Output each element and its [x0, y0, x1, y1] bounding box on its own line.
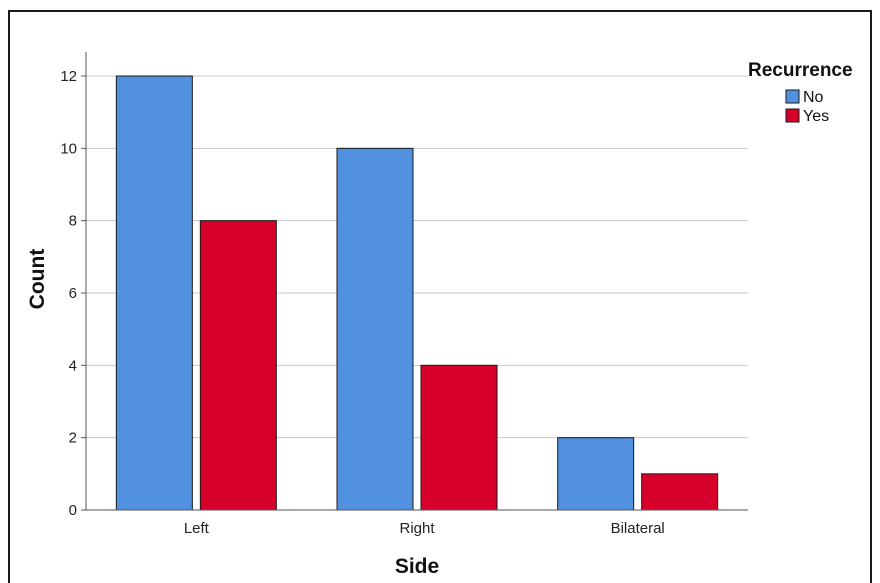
bar-right-no [336, 147, 414, 511]
legend: Recurrence No Yes [748, 60, 853, 125]
x-tick-label: Bilateral [611, 520, 665, 537]
legend-swatch [785, 89, 800, 104]
bar-bilateral-no [557, 437, 635, 511]
bar-left-yes [199, 220, 277, 511]
y-tick-label: 12 [60, 68, 77, 85]
legend-title: Recurrence [748, 60, 853, 81]
y-tick-labels: 0 2 4 6 8 10 12 [60, 68, 86, 519]
y-tick-label: 6 [69, 285, 77, 302]
x-tick-label: Right [399, 520, 435, 537]
y-tick-label: 8 [69, 213, 77, 230]
y-tick-label: 4 [69, 357, 77, 374]
y-axis-title: Count [26, 249, 49, 310]
gridlines [86, 75, 748, 439]
x-axis-title: Side [395, 555, 439, 578]
x-tick-labels: Left Right Bilateral [184, 520, 665, 537]
bar-right-yes [420, 364, 498, 511]
y-tick-label: 10 [60, 140, 77, 157]
y-tick-label: 0 [69, 502, 77, 519]
bar-left-no [115, 75, 193, 511]
legend-label: Yes [803, 108, 829, 125]
axes [85, 52, 748, 511]
legend-swatch [785, 108, 800, 123]
x-tick-label: Left [184, 520, 210, 537]
y-tick-label: 2 [69, 430, 77, 447]
bar-bilateral-yes [641, 473, 719, 511]
legend-label: No [803, 89, 824, 106]
legend-items: No Yes [785, 89, 829, 125]
